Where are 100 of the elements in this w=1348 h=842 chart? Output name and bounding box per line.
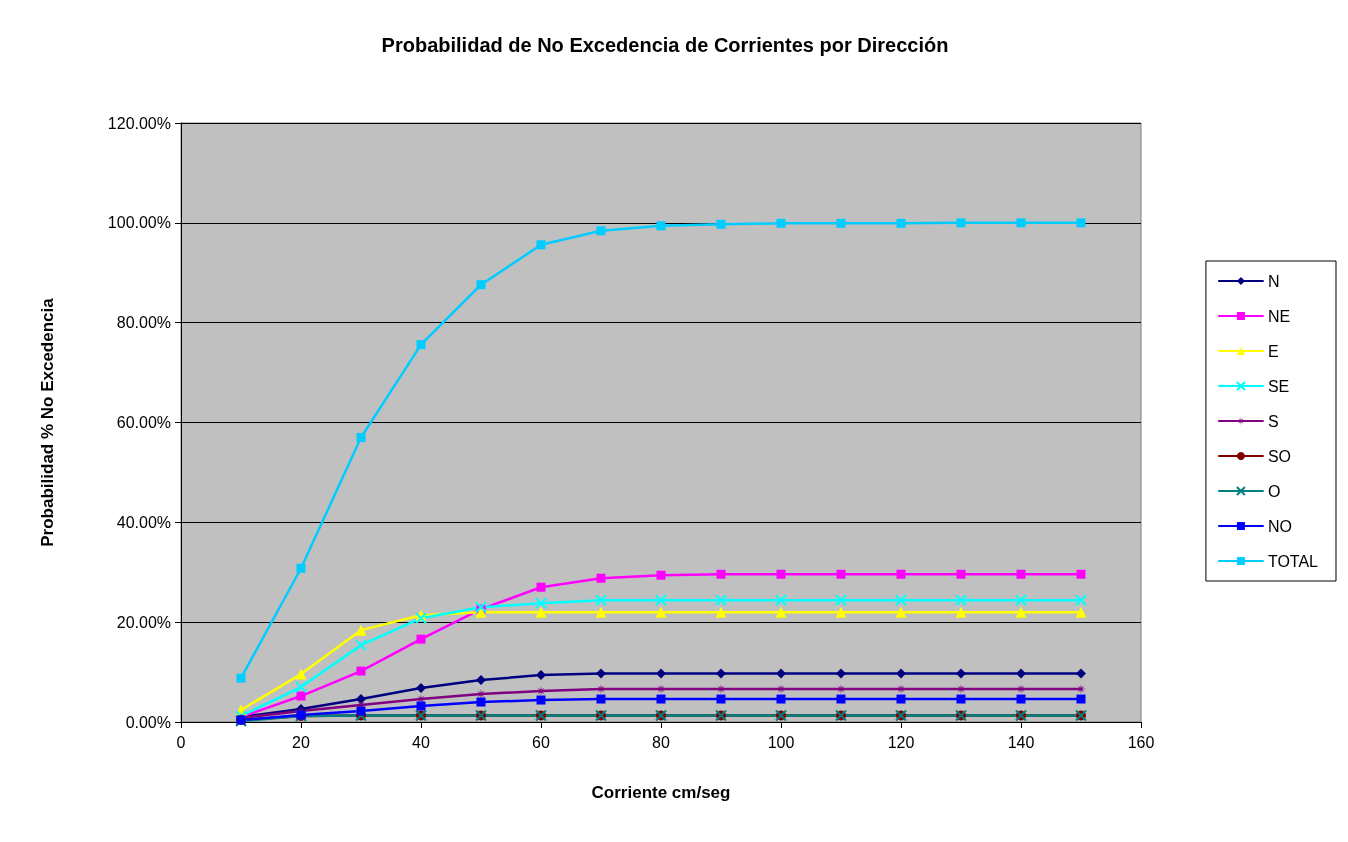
point xyxy=(715,606,727,618)
point xyxy=(776,569,786,579)
legend-label: SO xyxy=(1267,447,1292,465)
point xyxy=(536,582,546,592)
point xyxy=(896,668,906,679)
point xyxy=(1016,668,1026,679)
point xyxy=(595,606,607,618)
y-tick-label: 20.00% xyxy=(116,613,171,631)
legend-label: N xyxy=(1267,272,1280,290)
point xyxy=(655,594,667,607)
point xyxy=(296,691,306,701)
point xyxy=(896,569,906,579)
point xyxy=(596,226,606,236)
point xyxy=(836,218,846,228)
point xyxy=(956,668,966,679)
x-tick-label: 100 xyxy=(767,733,795,751)
point xyxy=(1076,668,1086,679)
point xyxy=(895,594,907,607)
point xyxy=(715,594,727,607)
y-tick-label: 80.00% xyxy=(116,314,171,332)
point xyxy=(355,624,367,636)
point xyxy=(776,668,786,679)
y-axis-title: Probabilidad % No Excedencia xyxy=(38,297,57,547)
legend-label: S xyxy=(1267,412,1279,430)
point xyxy=(355,639,367,652)
x-tick-label: 0 xyxy=(176,733,186,751)
point xyxy=(296,563,306,573)
point xyxy=(895,606,907,618)
point xyxy=(356,666,366,676)
point xyxy=(295,668,307,680)
point xyxy=(356,694,366,705)
legend-label: E xyxy=(1267,342,1279,360)
x-tick-label: 60 xyxy=(532,733,550,751)
y-tick-label: 60.00% xyxy=(116,414,171,431)
x-tick-label: 120 xyxy=(887,733,915,751)
point xyxy=(775,606,787,618)
point xyxy=(596,573,606,583)
point xyxy=(1015,594,1027,607)
point xyxy=(416,634,426,644)
point xyxy=(236,673,246,683)
point xyxy=(655,606,667,618)
point xyxy=(836,694,846,704)
point xyxy=(476,697,486,707)
point xyxy=(356,706,366,716)
x-tick-label: 80 xyxy=(652,733,670,751)
point xyxy=(416,683,426,694)
point xyxy=(416,701,426,711)
point xyxy=(536,670,546,681)
point xyxy=(536,240,546,250)
point xyxy=(775,594,787,607)
x-tick-label: 140 xyxy=(1007,733,1035,751)
point xyxy=(1076,218,1086,228)
point xyxy=(476,675,486,686)
point xyxy=(955,594,967,607)
point xyxy=(1076,569,1086,579)
point xyxy=(535,597,547,610)
point xyxy=(656,694,666,704)
x-axis-title: Corriente cm/seg xyxy=(591,783,731,802)
point xyxy=(716,219,726,229)
y-tick-label: 40.00% xyxy=(116,513,171,531)
point xyxy=(656,668,666,679)
y-tick-label: 100.00% xyxy=(107,214,171,232)
point xyxy=(1076,694,1086,704)
legend-label: NE xyxy=(1267,307,1291,325)
point xyxy=(535,606,547,618)
point xyxy=(416,340,426,350)
point xyxy=(836,668,846,679)
point xyxy=(536,695,546,705)
point xyxy=(835,606,847,618)
legend-label: O xyxy=(1267,482,1281,500)
point xyxy=(656,221,666,231)
x-tick-label: 40 xyxy=(412,733,430,751)
point xyxy=(716,694,726,704)
x-tick-label: 20 xyxy=(292,733,310,751)
point xyxy=(956,569,966,579)
legend-label: NO xyxy=(1267,517,1292,535)
point xyxy=(955,606,967,618)
point xyxy=(716,668,726,679)
point xyxy=(415,612,427,625)
y-tick-label: 0.00% xyxy=(125,713,171,731)
point xyxy=(1075,594,1087,607)
point xyxy=(1015,606,1027,618)
legend-label: TOTAL xyxy=(1267,552,1319,570)
point xyxy=(295,681,307,694)
chart-title: Probabilidad de No Excedencia de Corrientes por Dirección xyxy=(381,34,949,56)
point xyxy=(1075,606,1087,618)
point xyxy=(356,432,366,442)
point xyxy=(896,694,906,704)
point xyxy=(776,694,786,704)
point xyxy=(956,694,966,704)
point xyxy=(596,694,606,704)
point xyxy=(595,594,607,607)
y-tick-label: 120.00% xyxy=(107,114,171,132)
point xyxy=(596,668,606,679)
point xyxy=(835,594,847,607)
point xyxy=(776,218,786,228)
point xyxy=(956,218,966,228)
x-tick-label: 160 xyxy=(1127,733,1155,751)
point xyxy=(836,569,846,579)
point xyxy=(1016,569,1026,579)
